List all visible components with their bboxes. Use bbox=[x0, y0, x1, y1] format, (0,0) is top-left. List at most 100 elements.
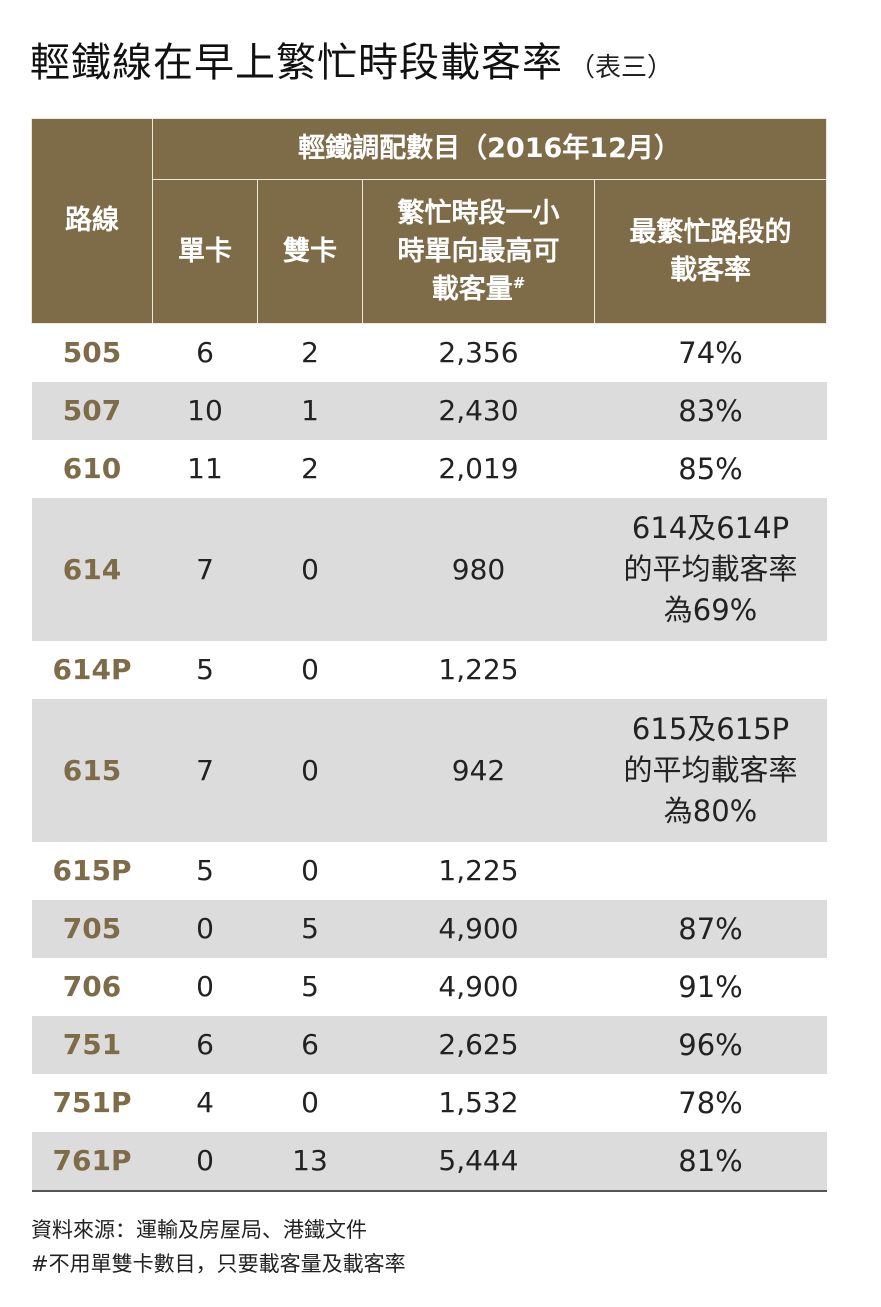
single-car-cell: 5 bbox=[196, 854, 214, 887]
capacity-cell: 4,900 bbox=[438, 970, 519, 1003]
table-row: 615P 5 0 1,225 bbox=[32, 842, 827, 900]
capacity-cell: 5,444 bbox=[362, 1132, 595, 1192]
load-rate-cell: 615及615P 的平均載客率 為80% bbox=[594, 699, 827, 842]
capacity-cell: 2,625 bbox=[362, 1016, 595, 1074]
load-rate-line: 的平均載客率 bbox=[623, 753, 798, 787]
source-note: 資料來源：運輸及房屋局、港鐵文件 bbox=[31, 1218, 367, 1242]
single-car-cell: 11 bbox=[187, 452, 223, 485]
table-row: 614 7 0 980 614及614P 的平均載客率 為69% bbox=[31, 498, 827, 641]
load-rate-cell: 81% bbox=[594, 1132, 827, 1192]
single-car-cell: 5 bbox=[196, 653, 214, 686]
double-car-cell: 0 bbox=[257, 699, 363, 842]
table-row: 751P 4 0 1,532 78% bbox=[32, 1074, 827, 1132]
table-row: 507 10 1 2,430 83% bbox=[31, 382, 827, 440]
single-car-cell: 0 bbox=[196, 970, 214, 1003]
route-cell: 751P bbox=[52, 1086, 132, 1119]
title-sub: （表三） bbox=[569, 53, 674, 83]
double-car-cell: 5 bbox=[301, 970, 319, 1003]
load-rate-cell bbox=[595, 641, 827, 699]
table-row: 751 6 6 2,625 96% bbox=[31, 1016, 827, 1074]
double-car-cell: 0 bbox=[257, 498, 363, 641]
route-cell: 761P bbox=[31, 1132, 153, 1192]
load-rate-cell: 74% bbox=[678, 335, 743, 370]
capacity-cell: 2,019 bbox=[438, 452, 519, 485]
capacity-header: 繁忙時段一小 時單向最高可 載客量# bbox=[362, 179, 595, 324]
table-row: 706 0 5 4,900 91% bbox=[32, 958, 827, 1016]
double-car-header: 雙卡 bbox=[257, 179, 363, 324]
double-car-cell: 0 bbox=[301, 1086, 319, 1119]
double-car-cell: 2 bbox=[301, 336, 319, 369]
route-cell: 615 bbox=[31, 699, 153, 842]
capacity-cell: 980 bbox=[362, 498, 595, 641]
page-title: 輕鐵線在早上繁忙時段載客率 （表三） bbox=[30, 30, 673, 88]
route-cell: 751 bbox=[31, 1016, 153, 1074]
load-rate-header-line: 最繁忙路段的 bbox=[629, 216, 792, 248]
single-car-cell: 7 bbox=[152, 498, 258, 641]
single-car-cell: 7 bbox=[152, 699, 258, 842]
capacity-cell: 1,225 bbox=[438, 653, 519, 686]
single-car-cell: 6 bbox=[152, 1016, 258, 1074]
load-rate-cell: 78% bbox=[678, 1085, 743, 1120]
load-rate-cell: 87% bbox=[594, 900, 827, 958]
allocation-group-header: 輕鐵調配數目（2016年12月） bbox=[151, 118, 828, 180]
table-subheader-row: 單卡 雙卡 繁忙時段一小 時單向最高可 載客量# 最繁忙路段的 載客率 bbox=[32, 179, 828, 324]
single-car-cell: 0 bbox=[152, 900, 258, 958]
table-row: 615 7 0 942 615及615P 的平均載客率 為80% bbox=[31, 699, 827, 842]
capacity-cell: 1,532 bbox=[438, 1086, 519, 1119]
route-cell: 610 bbox=[62, 452, 122, 485]
load-rate-header: 最繁忙路段的 載客率 bbox=[593, 179, 828, 324]
single-car-header: 單卡 bbox=[152, 179, 258, 324]
capacity-cell: 4,900 bbox=[362, 900, 595, 958]
footnotes: 資料來源：運輸及房屋局、港鐵文件 #不用單雙卡數目，只要載客量及載客率 bbox=[31, 1213, 406, 1281]
table-row: 705 0 5 4,900 87% bbox=[31, 900, 827, 958]
load-rate-line: 的平均載客率 bbox=[623, 552, 798, 586]
double-car-cell: 13 bbox=[257, 1132, 363, 1192]
route-cell: 614 bbox=[31, 498, 153, 641]
route-cell: 507 bbox=[31, 382, 153, 440]
title-main: 輕鐵線在早上繁忙時段載客率 bbox=[30, 40, 563, 86]
ridership-table: 路線 輕鐵調配數目（2016年12月） 單卡 雙卡 繁忙時段一小 時單向最高可 … bbox=[31, 118, 828, 1192]
single-car-cell: 6 bbox=[196, 336, 214, 369]
route-cell: 615P bbox=[52, 854, 132, 887]
load-rate-line: 為80% bbox=[663, 794, 758, 828]
capacity-header-text: 載客量 bbox=[431, 273, 513, 305]
load-rate-cell: 85% bbox=[678, 451, 743, 486]
load-rate-cell: 83% bbox=[594, 382, 827, 440]
double-car-cell: 5 bbox=[257, 900, 363, 958]
double-car-cell: 2 bbox=[301, 452, 319, 485]
double-car-cell: 0 bbox=[301, 653, 319, 686]
route-header: 路線 bbox=[31, 118, 153, 324]
capacity-cell: 1,225 bbox=[438, 854, 519, 887]
footnote: #不用單雙卡數目，只要載客量及載客率 bbox=[31, 1252, 406, 1276]
capacity-cell: 2,356 bbox=[438, 336, 519, 369]
load-rate-cell bbox=[595, 842, 827, 900]
capacity-cell: 2,430 bbox=[362, 382, 595, 440]
single-car-cell: 10 bbox=[152, 382, 258, 440]
load-rate-header-line: 載客率 bbox=[670, 254, 752, 286]
capacity-cell: 942 bbox=[362, 699, 595, 842]
load-rate-cell: 91% bbox=[678, 969, 743, 1004]
route-cell: 505 bbox=[62, 336, 122, 369]
table-row: 610 11 2 2,019 85% bbox=[32, 440, 827, 498]
double-car-cell: 0 bbox=[301, 854, 319, 887]
footnote-mark: # bbox=[512, 273, 526, 292]
single-car-cell: 0 bbox=[152, 1132, 258, 1192]
double-car-cell: 1 bbox=[257, 382, 363, 440]
load-rate-line: 614及614P bbox=[631, 511, 790, 545]
load-rate-cell: 614及614P 的平均載客率 為69% bbox=[594, 498, 827, 641]
load-rate-cell: 96% bbox=[594, 1016, 827, 1074]
route-cell: 705 bbox=[31, 900, 153, 958]
capacity-header-line: 載客量# bbox=[363, 271, 594, 309]
table-row: 761P 0 13 5,444 81% bbox=[31, 1132, 827, 1192]
table-row: 505 6 2 2,356 74% bbox=[32, 324, 827, 383]
double-car-cell: 6 bbox=[257, 1016, 363, 1074]
single-car-cell: 4 bbox=[196, 1086, 214, 1119]
route-cell: 614P bbox=[52, 653, 132, 686]
load-rate-line: 615及615P bbox=[631, 712, 790, 746]
table-header-row: 路線 輕鐵調配數目（2016年12月） bbox=[31, 118, 828, 324]
route-cell: 706 bbox=[62, 970, 122, 1003]
load-rate-line: 為69% bbox=[663, 593, 758, 627]
capacity-header-line: 繁忙時段一小 bbox=[397, 197, 560, 229]
capacity-header-line: 時單向最高可 bbox=[397, 235, 560, 267]
table-row: 614P 5 0 1,225 bbox=[32, 641, 827, 699]
